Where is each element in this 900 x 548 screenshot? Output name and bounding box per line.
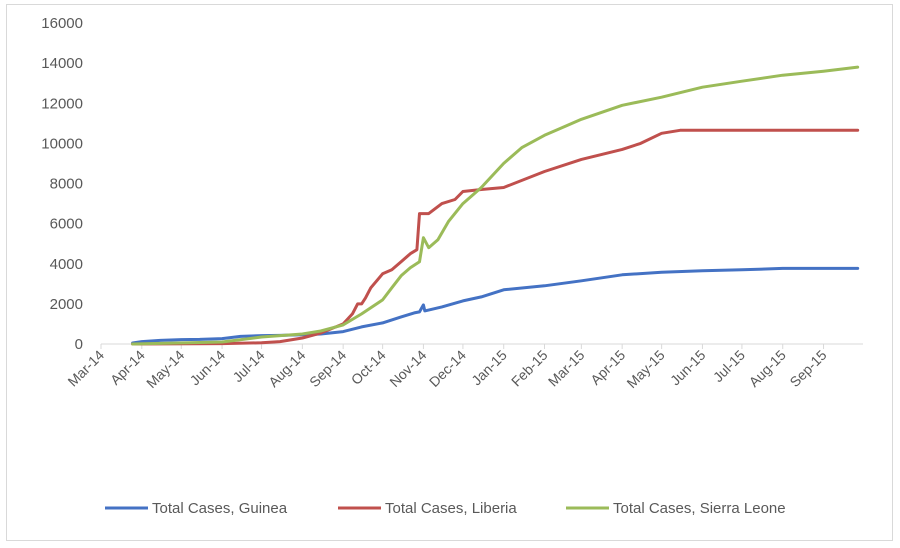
x-tick-label: Jun-15 xyxy=(667,347,709,389)
x-tick-label: Feb-15 xyxy=(508,347,551,390)
legend: Total Cases, Guinea Total Cases, Liberia T… xyxy=(105,500,786,517)
series-line-0 xyxy=(131,266,860,345)
x-tick-label: Mar-14 xyxy=(64,347,107,390)
y-tick-label: 2000 xyxy=(50,296,83,313)
line-chart: 0 2000 4000 6000 8000 10000 12000 14000 16000 Ma… xyxy=(41,15,863,517)
x-tick-label: Jan-15 xyxy=(468,347,510,389)
legend-label-1: Total Cases, Liberia xyxy=(385,500,517,517)
y-tick-label: 16000 xyxy=(41,15,83,32)
y-tick-label: 10000 xyxy=(41,135,83,152)
x-tick-label: Oct-14 xyxy=(348,347,389,388)
legend-label-2: Total Cases, Sierra Leone xyxy=(613,500,786,517)
x-tick-label: Mar-15 xyxy=(545,347,588,390)
y-axis: 0 2000 4000 6000 8000 10000 12000 14000 16000 xyxy=(41,15,83,353)
x-tick-label: May-15 xyxy=(623,347,667,391)
y-tick-label: 14000 xyxy=(41,55,83,72)
y-tick-label: 8000 xyxy=(50,176,83,193)
x-tick-label: Apr-15 xyxy=(587,347,628,388)
x-tick-label: Jul-14 xyxy=(229,347,267,385)
x-tick-label: Aug-15 xyxy=(746,347,789,390)
x-tick-label: Nov-14 xyxy=(386,347,429,390)
x-tick-label: May-14 xyxy=(143,347,187,391)
x-tick-label: Sep-14 xyxy=(306,347,349,390)
chart-frame: 0 2000 4000 6000 8000 10000 12000 14000 16000 Ma… xyxy=(6,4,893,541)
y-tick-label: 4000 xyxy=(50,256,83,273)
x-tick-label: Dec-14 xyxy=(426,347,469,390)
x-tick-label: Jun-14 xyxy=(187,347,229,389)
plot-lines xyxy=(131,65,860,346)
x-tick-label: Aug-14 xyxy=(265,347,308,390)
series-line-2 xyxy=(131,65,860,346)
x-tick-label: Apr-14 xyxy=(107,347,148,388)
y-tick-label: 0 xyxy=(75,336,83,353)
series-line-1 xyxy=(131,128,860,346)
y-tick-label: 6000 xyxy=(50,216,83,233)
x-tick-label: Sep-15 xyxy=(786,347,829,390)
y-tick-label: 12000 xyxy=(41,95,83,112)
x-tick-label: Jul-15 xyxy=(710,347,748,385)
legend-label-0: Total Cases, Guinea xyxy=(152,500,288,517)
